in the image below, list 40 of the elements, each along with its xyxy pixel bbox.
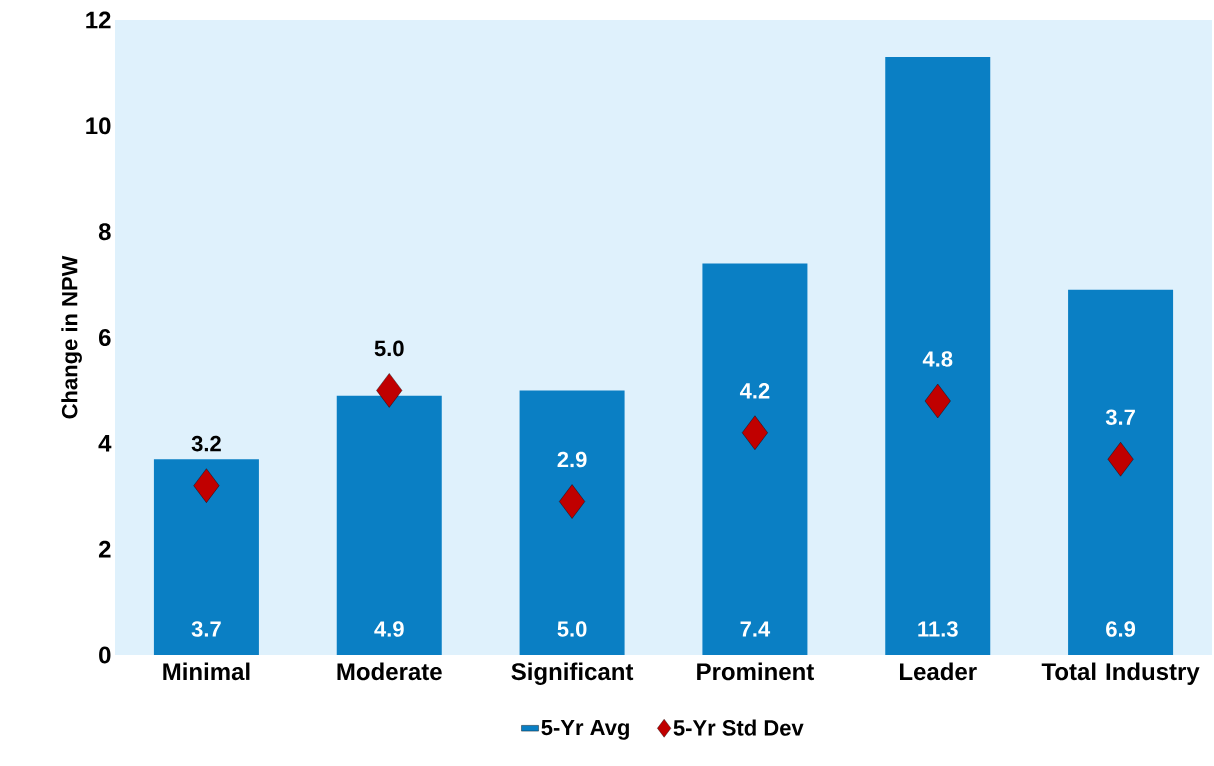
y-axis-title: Change in NPW [61,255,82,419]
data-label: 7.4 [740,621,771,637]
bar [1068,289,1174,655]
data-label: 3.7 [191,621,221,637]
legend-label: 5-Yr Std Dev [673,719,804,736]
data-label: 3.7 [1105,409,1135,426]
point [1107,442,1134,477]
data-label: 5.0 [557,621,587,637]
x-tick-label: Prominent [697,662,814,681]
data-label: 4.2 [739,383,770,399]
point [193,468,220,503]
bar [702,263,808,655]
y-tick-label: 8 [98,223,111,241]
data-label: 4.9 [374,621,404,637]
y-tick-label: 4 [98,435,112,452]
bar [336,395,442,655]
point [376,373,403,408]
y-tick-label: 10 [86,117,111,135]
point [741,415,768,450]
data-label: 11.3 [918,621,958,637]
x-tick-label: Minimal [163,662,250,681]
data-label: 6.9 [1106,621,1136,637]
y-tick-label: 12 [86,11,111,29]
bar [153,459,259,655]
data-label: 5.0 [374,340,404,357]
data-label: 4.8 [922,351,953,367]
point [924,383,951,419]
legend-label: 5-Yr Avg [541,719,629,740]
x-tick-label: Total Industry [1041,662,1200,685]
y-tick-label: 6 [99,329,111,346]
bar [885,57,991,655]
data-label: 3.2 [191,435,221,452]
y-tick-label: 0 [99,646,111,664]
x-tick-label: Moderate [337,662,442,681]
y-tick-label: 2 [98,540,111,558]
x-tick-label: Significant [511,662,634,686]
point [559,484,586,519]
x-tick-label: Leader [900,662,977,681]
data-label: 2.9 [557,451,587,468]
bar [519,390,625,655]
